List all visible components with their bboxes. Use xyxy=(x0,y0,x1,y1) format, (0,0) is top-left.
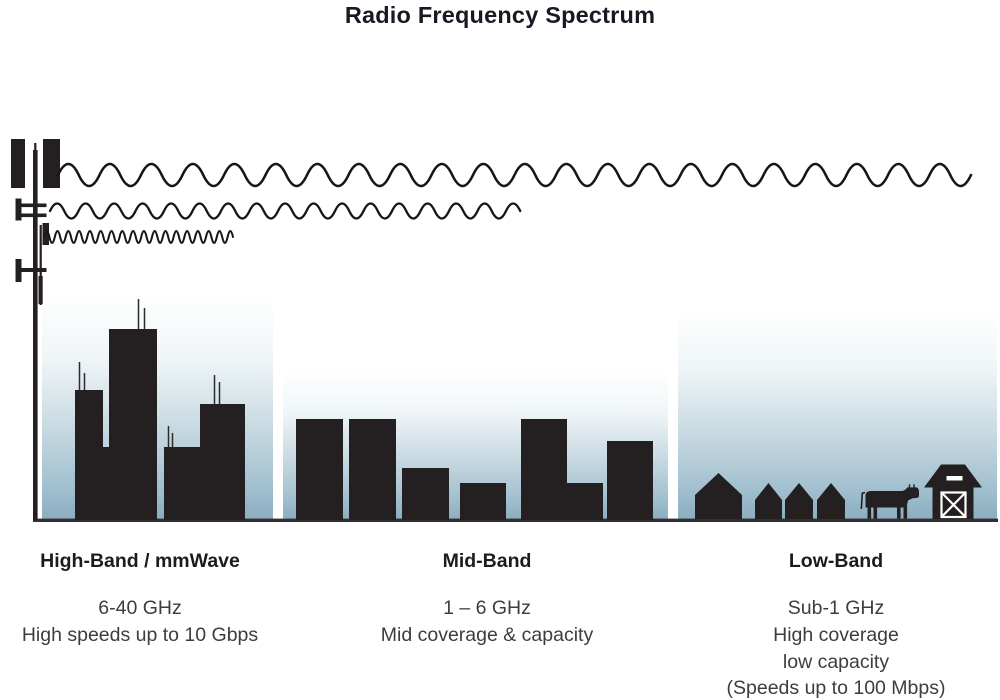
mid-band-frequency: 1 – 6 GHz xyxy=(443,597,531,619)
high-band-description: High speeds up to 10 Gbps xyxy=(21,623,259,646)
high-band-label-block: High-Band / mmWave 6-40 GHz High speeds … xyxy=(20,550,260,649)
barn-icon xyxy=(924,464,982,519)
radio-waves xyxy=(43,162,973,244)
ground-line xyxy=(33,518,998,522)
skyscraper-skyline-icon xyxy=(75,299,245,520)
long-wavelength-wave-icon xyxy=(56,162,973,188)
low-band-speed: (Speeds up to 100 Mbps) xyxy=(726,677,946,700)
cow-icon xyxy=(860,484,919,519)
low-band-heading: Low-Band xyxy=(788,550,884,572)
high-band-heading: High-Band / mmWave xyxy=(40,550,240,572)
low-band-coverage: High coverage xyxy=(773,623,899,646)
high-band-frequency: 6-40 GHz xyxy=(98,597,182,619)
rural-houses-icon xyxy=(695,473,845,519)
medium-wavelength-wave-icon xyxy=(48,202,522,220)
mid-band-description: Mid coverage & capacity xyxy=(380,623,594,646)
low-band-label-block: Low-Band Sub-1 GHz High coverage low cap… xyxy=(696,550,976,700)
mid-rise-buildings-icon xyxy=(296,419,653,520)
mid-band-label-block: Mid-Band 1 – 6 GHz Mid coverage & capaci… xyxy=(357,550,617,649)
short-wavelength-wave-icon xyxy=(43,230,234,244)
low-band-capacity: low capacity xyxy=(782,650,890,673)
low-band-frequency: Sub-1 GHz xyxy=(787,597,885,619)
page-title: Radio Frequency Spectrum xyxy=(344,2,656,28)
mid-band-heading: Mid-Band xyxy=(442,550,532,572)
